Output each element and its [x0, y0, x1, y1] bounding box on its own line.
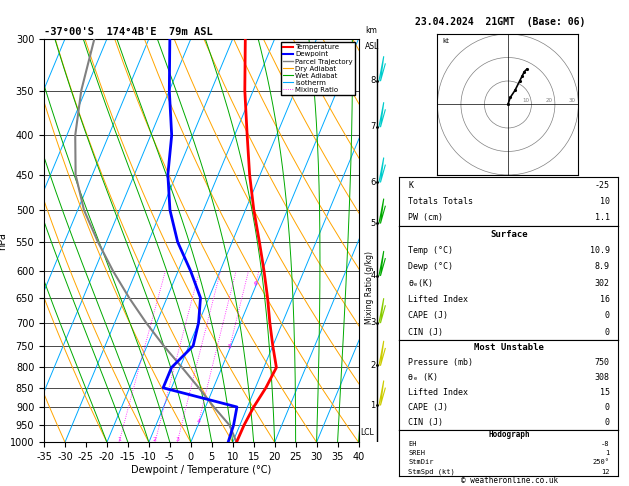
Text: 10.9: 10.9 — [589, 246, 610, 255]
Text: 0: 0 — [604, 403, 610, 412]
Text: 2: 2 — [153, 437, 157, 442]
Text: 1.1: 1.1 — [594, 213, 610, 223]
Text: Mixing Ratio (g/kg): Mixing Ratio (g/kg) — [365, 251, 374, 324]
Text: 10: 10 — [522, 98, 529, 103]
Text: K: K — [408, 181, 413, 190]
Text: 23.04.2024  21GMT  (Base: 06): 23.04.2024 21GMT (Base: 06) — [415, 17, 585, 27]
Text: StmDir: StmDir — [408, 459, 433, 466]
Text: 250°: 250° — [593, 459, 610, 466]
Text: Surface: Surface — [490, 230, 528, 239]
Text: SREH: SREH — [408, 450, 425, 456]
Text: kt: kt — [442, 38, 449, 44]
Text: 308: 308 — [594, 373, 610, 382]
Text: 1: 1 — [370, 400, 376, 410]
Text: θₑ(K): θₑ(K) — [408, 278, 433, 288]
Text: Temp (°C): Temp (°C) — [408, 246, 453, 255]
Text: 6: 6 — [253, 281, 257, 286]
Text: 2: 2 — [370, 361, 376, 370]
Text: 0: 0 — [604, 328, 610, 336]
Text: StmSpd (kt): StmSpd (kt) — [408, 469, 455, 475]
Text: 30: 30 — [569, 98, 576, 103]
Text: 5: 5 — [228, 344, 231, 348]
X-axis label: Dewpoint / Temperature (°C): Dewpoint / Temperature (°C) — [131, 465, 271, 475]
Text: Lifted Index: Lifted Index — [408, 388, 468, 397]
Text: 750: 750 — [594, 358, 610, 367]
Text: CIN (J): CIN (J) — [408, 418, 443, 427]
Text: 8: 8 — [370, 76, 376, 86]
Legend: Temperature, Dewpoint, Parcel Trajectory, Dry Adiabat, Wet Adiabat, Isotherm, Mi: Temperature, Dewpoint, Parcel Trajectory… — [281, 42, 355, 95]
Text: Dewp (°C): Dewp (°C) — [408, 262, 453, 271]
Text: Pressure (mb): Pressure (mb) — [408, 358, 473, 367]
Text: 3: 3 — [370, 318, 376, 327]
Text: CAPE (J): CAPE (J) — [408, 311, 448, 320]
Text: 0: 0 — [604, 311, 610, 320]
Text: 1: 1 — [605, 450, 610, 456]
Text: ASL: ASL — [365, 42, 379, 51]
Y-axis label: hPa: hPa — [0, 232, 7, 249]
Text: 15: 15 — [599, 388, 610, 397]
Text: 1: 1 — [117, 437, 121, 442]
Text: 8.9: 8.9 — [594, 262, 610, 271]
Text: θₑ (K): θₑ (K) — [408, 373, 438, 382]
Text: 4: 4 — [196, 418, 200, 424]
Text: EH: EH — [408, 441, 416, 447]
Text: 0: 0 — [604, 418, 610, 427]
Text: 7: 7 — [370, 122, 376, 131]
Text: 3: 3 — [175, 437, 179, 442]
Text: 16: 16 — [599, 295, 610, 304]
Text: km: km — [365, 26, 377, 35]
Text: 302: 302 — [594, 278, 610, 288]
Text: 5: 5 — [370, 219, 376, 227]
Text: -25: -25 — [594, 181, 610, 190]
Text: 10: 10 — [599, 197, 610, 206]
Text: -37°00'S  174°4B'E  79m ASL: -37°00'S 174°4B'E 79m ASL — [44, 27, 213, 37]
Text: CAPE (J): CAPE (J) — [408, 403, 448, 412]
Text: © weatheronline.co.uk: © weatheronline.co.uk — [461, 475, 558, 485]
Text: Most Unstable: Most Unstable — [474, 343, 544, 352]
Text: Hodograph: Hodograph — [488, 430, 530, 439]
Text: -8: -8 — [601, 441, 610, 447]
Text: PW (cm): PW (cm) — [408, 213, 443, 223]
Text: CIN (J): CIN (J) — [408, 328, 443, 336]
Text: 6: 6 — [370, 177, 376, 187]
Text: 12: 12 — [601, 469, 610, 475]
Text: 4: 4 — [370, 271, 376, 280]
Text: Totals Totals: Totals Totals — [408, 197, 473, 206]
Text: Lifted Index: Lifted Index — [408, 295, 468, 304]
Text: LCL: LCL — [360, 428, 374, 436]
Text: 20: 20 — [545, 98, 552, 103]
